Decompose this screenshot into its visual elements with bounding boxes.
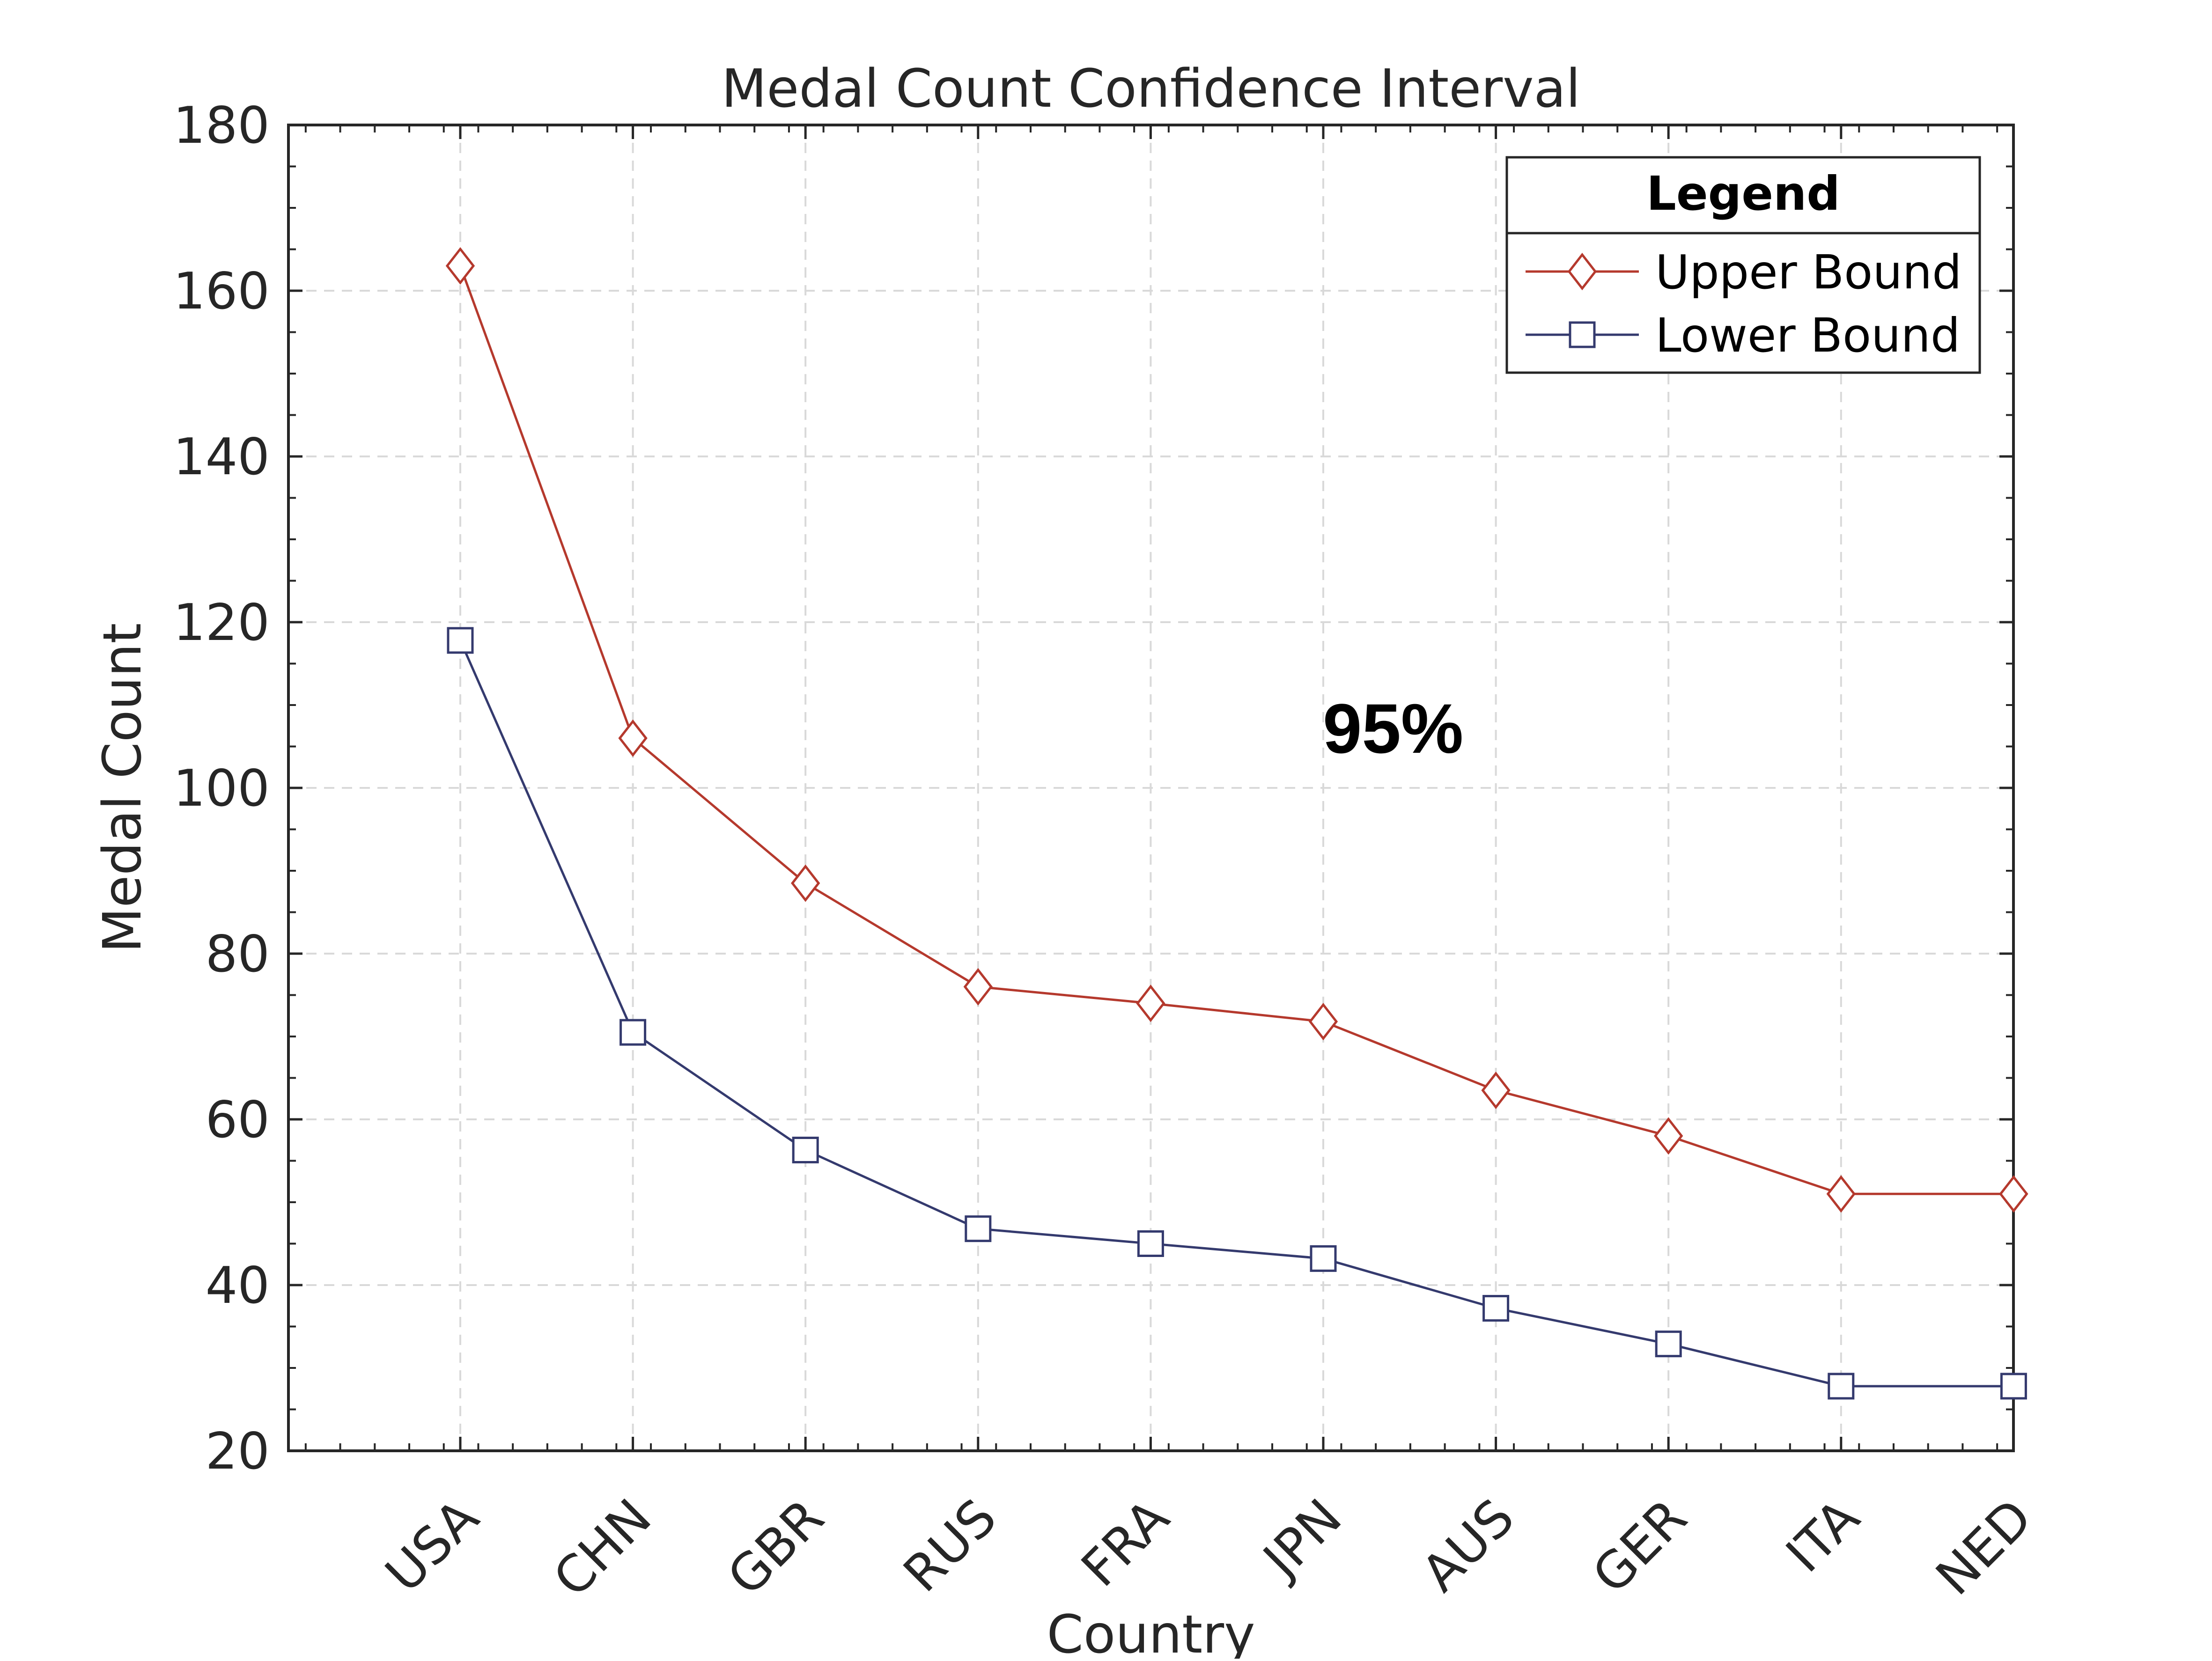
y-tick-label: 80 xyxy=(206,925,270,984)
upper-bound-point xyxy=(1999,1175,2028,1213)
lower-bound-point xyxy=(1828,1373,1855,1400)
x-tick-label: USA xyxy=(375,1488,490,1603)
y-tick-label: 180 xyxy=(173,96,270,155)
legend: Legend Upper Bound Lower Bound xyxy=(1505,156,1981,374)
x-tick-label: AUS xyxy=(1411,1488,1526,1603)
legend-marker-lower-bound xyxy=(1569,321,1596,348)
chart-title: Medal Count Confidence Interval xyxy=(722,59,1580,119)
y-tick-label: 100 xyxy=(173,759,270,818)
axis-ticks xyxy=(288,124,2015,1452)
lower-bound-point xyxy=(2000,1373,2027,1400)
lower-bound-point xyxy=(447,627,474,654)
x-tick-label: NED xyxy=(1925,1488,2043,1607)
upper-bound-line xyxy=(459,265,2014,1195)
series xyxy=(445,247,2028,1400)
legend-title: Legend xyxy=(1646,166,1840,221)
legend-label-lower-bound: Lower Bound xyxy=(1655,308,1960,363)
y-tick-label: 20 xyxy=(206,1422,270,1481)
confidence-level-annotation: 95% xyxy=(1323,689,1463,768)
legend-entries: Upper Bound Lower Bound xyxy=(1526,245,1962,363)
x-tick-label: ITA xyxy=(1775,1488,1871,1584)
x-tick-labels: USA CHN GBR RUS FRA JPN AUS GER ITA NED xyxy=(375,1488,2043,1608)
lower-bound-point xyxy=(619,1019,647,1046)
upper-bound-point xyxy=(1654,1117,1683,1155)
y-tick-label: 160 xyxy=(173,262,270,321)
x-tick-label: GBR xyxy=(717,1488,835,1607)
upper-bound-point xyxy=(445,247,475,285)
y-axis-label: Medal Count xyxy=(92,623,153,953)
x-axis-label: Country xyxy=(1047,1604,1255,1659)
lower-bound-point xyxy=(1655,1330,1682,1358)
upper-bound-point xyxy=(1136,985,1165,1022)
x-tick-label: RUS xyxy=(892,1488,1008,1603)
x-tick-label: JPN xyxy=(1251,1488,1353,1590)
y-tick-label: 40 xyxy=(206,1257,270,1315)
lower-bound-point xyxy=(1482,1295,1510,1322)
x-tick-label: FRA xyxy=(1070,1488,1180,1598)
x-tick-label: GER xyxy=(1582,1488,1698,1605)
upper-bound-point xyxy=(963,968,993,1006)
legend-marker-upper-bound xyxy=(1567,252,1597,291)
y-tick-label: 140 xyxy=(173,428,270,486)
upper-bound-point xyxy=(1308,1003,1338,1041)
y-tick-labels: 20 40 60 80 100 120 140 160 180 xyxy=(173,96,270,1481)
lower-bound-point xyxy=(1310,1245,1337,1272)
lower-bound-point xyxy=(965,1215,992,1242)
upper-bound-point xyxy=(1826,1175,1856,1213)
upper-bound-point xyxy=(618,719,648,757)
y-tick-label: 120 xyxy=(173,594,270,652)
lower-bound-point xyxy=(1137,1230,1164,1257)
upper-bound-point xyxy=(1481,1071,1511,1110)
x-tick-label: CHN xyxy=(543,1488,663,1608)
y-tick-label: 60 xyxy=(206,1091,270,1149)
upper-bound-point xyxy=(791,864,820,902)
lower-bound-point xyxy=(792,1136,819,1163)
legend-label-upper-bound: Upper Bound xyxy=(1655,245,1962,300)
lower-bound-line xyxy=(459,639,2014,1388)
